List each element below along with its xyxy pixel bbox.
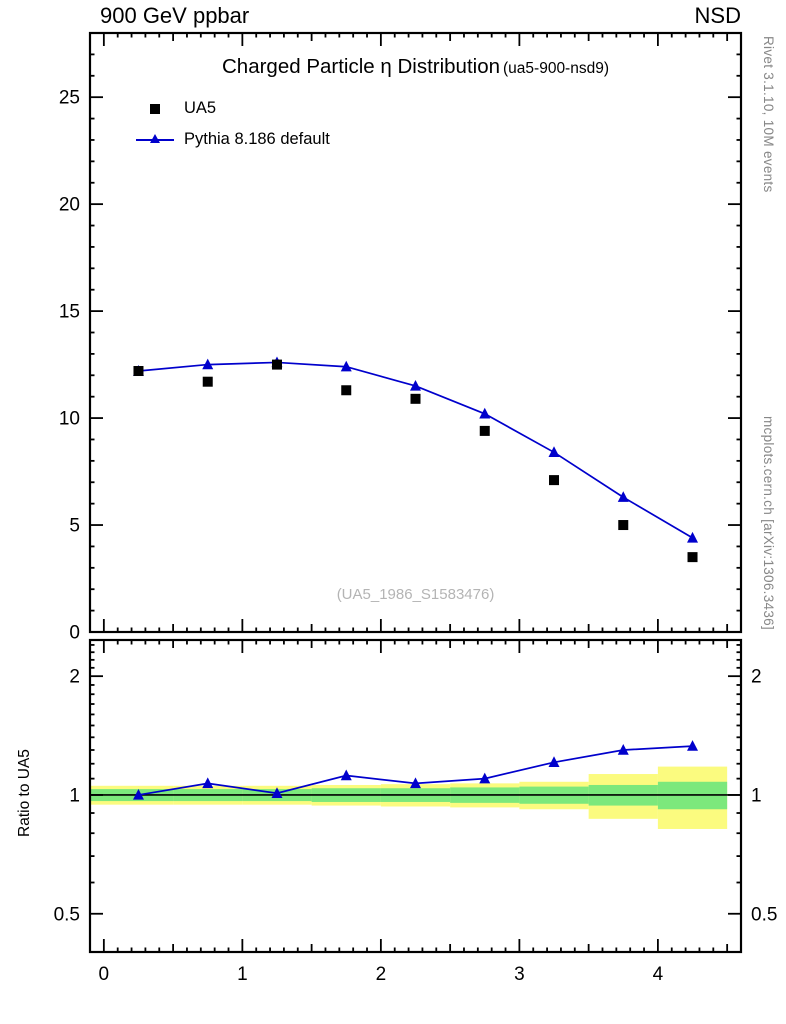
rivet-version-label: Rivet 3.1.10, 10M events: [761, 36, 776, 193]
legend-label-ua5: UA5: [184, 99, 217, 117]
axis-ticks: [90, 33, 741, 952]
ratio-panel-series: [132, 740, 699, 800]
legend-label-pythia: Pythia 8.186 default: [184, 130, 330, 148]
svg-text:0: 0: [99, 964, 110, 985]
svg-text:0.5: 0.5: [751, 904, 777, 925]
ratio-axis-label: Ratio to UA5: [16, 749, 33, 837]
black-square-marker-icon: [150, 103, 160, 114]
svg-text:0.5: 0.5: [54, 904, 80, 925]
ua5-marker-cell: [132, 103, 178, 114]
svg-text:25: 25: [59, 88, 80, 109]
event-class-label: NSD: [694, 3, 741, 28]
analysis-watermark: (UA5_1986_S1583476): [336, 586, 495, 603]
plot-title-text: Charged Particle η Distribution: [221, 55, 501, 78]
legend: UA5 Pythia 8.186 default: [132, 93, 330, 155]
legend-item-pythia: Pythia 8.186 default: [132, 124, 330, 155]
svg-text:4: 4: [653, 964, 664, 985]
svg-text:1: 1: [237, 964, 248, 985]
svg-text:2: 2: [376, 964, 387, 985]
ratio-uncertainty-bands: [90, 766, 728, 829]
svg-text:2: 2: [69, 667, 80, 688]
svg-text:0: 0: [69, 623, 80, 644]
blue-line-triangle-marker-icon: [136, 133, 174, 146]
mcplots-citation-label: mcplots.cern.ch [arXiv:1306.3436]: [761, 415, 776, 630]
pythia-marker-cell: [132, 133, 178, 146]
legend-item-ua5: UA5: [132, 93, 330, 124]
svg-text:2: 2: [751, 667, 762, 688]
svg-text:1: 1: [751, 785, 762, 806]
svg-text:20: 20: [59, 195, 80, 216]
plot-title: Charged Particle η Distribution (ua5-900-…: [90, 55, 741, 79]
main-panel-series: [132, 356, 699, 563]
svg-text:10: 10: [59, 409, 80, 430]
svg-text:5: 5: [69, 516, 80, 537]
svg-text:15: 15: [59, 302, 80, 323]
analysis-id-label: (ua5-900-nsd9): [503, 60, 609, 77]
svg-text:1: 1: [69, 785, 80, 806]
svg-text:3: 3: [514, 964, 525, 985]
beam-energy-label: 900 GeV ppbar: [100, 3, 250, 28]
